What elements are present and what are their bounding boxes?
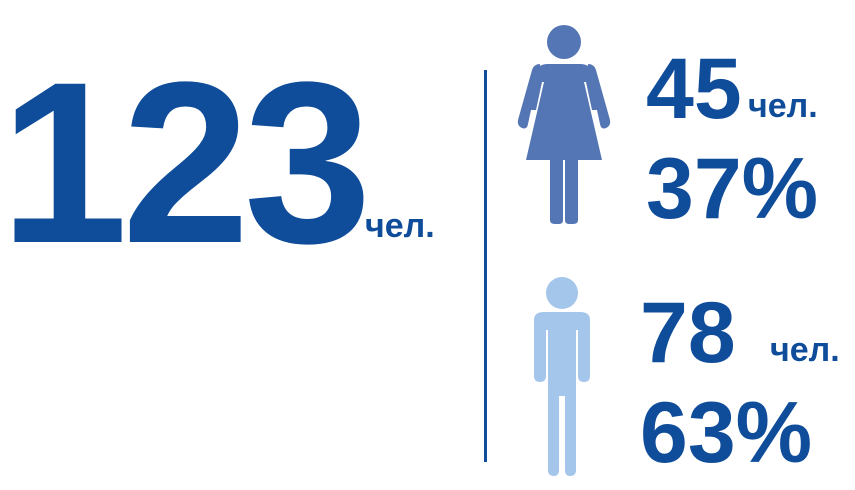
female-percent: 37% [646, 141, 819, 237]
male-percent: 63% [640, 385, 813, 481]
total-unit: чел. [365, 207, 435, 245]
total-count: 123 [0, 34, 372, 291]
divider [484, 70, 487, 462]
female-count: 45 [646, 41, 742, 137]
male-figure-icon [534, 277, 590, 476]
female-figure-icon [517, 25, 611, 224]
female-unit: чел. [748, 87, 818, 125]
male-unit: чел. [770, 331, 840, 369]
male-count: 78 [640, 285, 736, 381]
